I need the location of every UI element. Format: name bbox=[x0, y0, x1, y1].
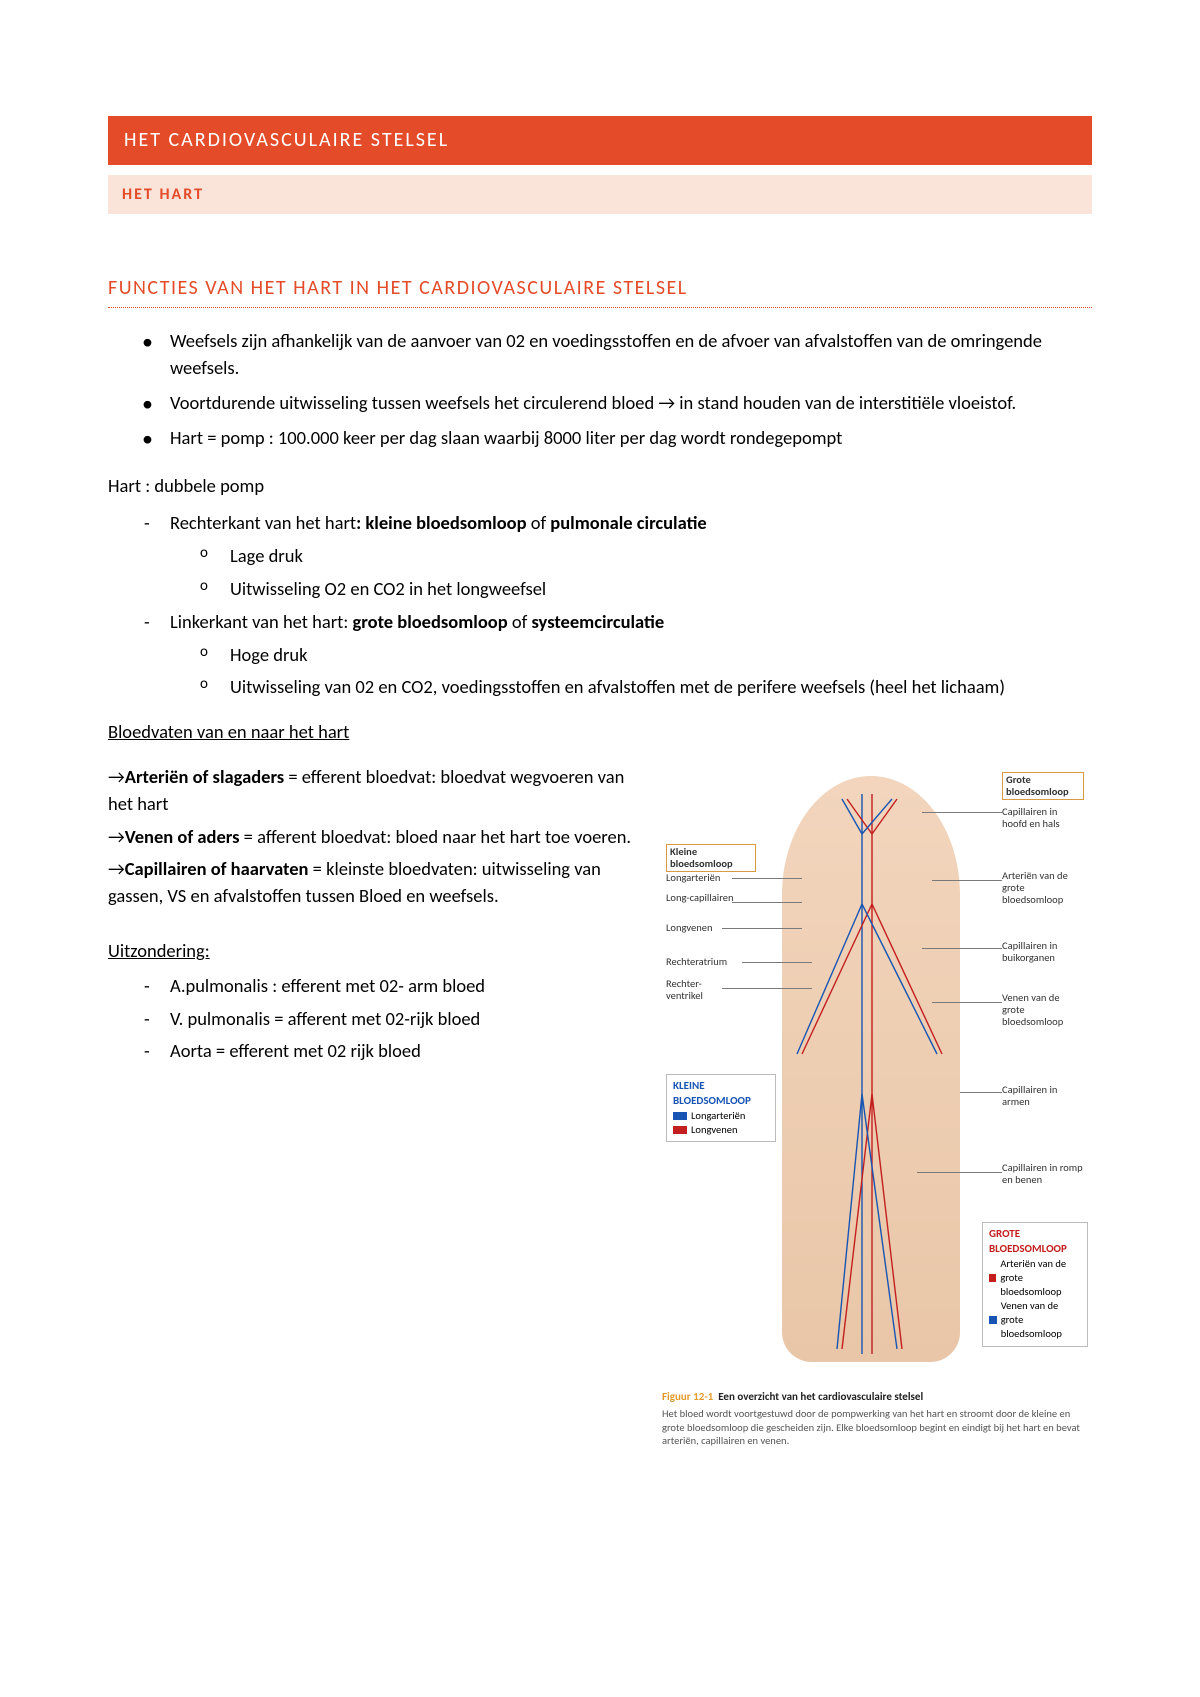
leader-line bbox=[732, 878, 802, 879]
figure-title: Een overzicht van het cardiovasculaire s… bbox=[718, 1390, 923, 1403]
list-item: V. pulmonalis = afferent met 02-rijk blo… bbox=[170, 1006, 642, 1033]
label-arterien-grote: Arteriën van de grote bloedsomloop bbox=[1002, 870, 1084, 906]
page-title: HET CARDIOVASCULAIRE STELSEL bbox=[124, 128, 449, 152]
label-venen-grote: Venen van de grote bloedsomloop bbox=[1002, 992, 1084, 1028]
two-column-region: →Arteriën of slagaders = efferent bloedv… bbox=[108, 764, 1092, 1448]
exception-heading: Uitzondering: bbox=[108, 938, 642, 965]
leader-line bbox=[722, 928, 802, 929]
label-cap-buik: Capillairen in buikorganen bbox=[1002, 940, 1084, 964]
label-rechterventrikel: Rechter-ventrikel bbox=[666, 978, 736, 1002]
leader-line bbox=[732, 902, 802, 903]
leader-line bbox=[960, 1092, 1002, 1093]
label-grote-bloedsomloop: Grote bloedsomloop bbox=[1002, 772, 1084, 800]
figure-number: Figuur 12-1 bbox=[662, 1390, 713, 1403]
swatch-red-icon bbox=[673, 1126, 687, 1134]
bold: Venen of aders bbox=[125, 825, 240, 848]
bold: : kleine bloedsomloop bbox=[356, 511, 526, 534]
legend-label: Longarteriën bbox=[691, 1109, 745, 1123]
legend-row: Longvenen bbox=[673, 1123, 769, 1137]
legend-row: Arteriën van de grote bloedsomloop bbox=[989, 1257, 1081, 1300]
figure-cardiovascular: Grote bloedsomloop Capillairen in hoofd … bbox=[662, 764, 1092, 1448]
swatch-blue-icon bbox=[673, 1112, 687, 1120]
leader-line bbox=[917, 1172, 1002, 1173]
text: of bbox=[508, 610, 532, 633]
bold: pulmonale circulatie bbox=[550, 511, 706, 534]
legend-label: Arteriën van de grote bloedsomloop bbox=[1000, 1257, 1081, 1300]
text: Rechterkant van het hart bbox=[170, 511, 356, 534]
page-subtitle-bar: HET HART bbox=[108, 175, 1092, 214]
page-title-bar: HET CARDIOVASCULAIRE STELSEL bbox=[108, 116, 1092, 165]
figure-image: Grote bloedsomloop Capillairen in hoofd … bbox=[662, 764, 1092, 1382]
swatch-blue-icon bbox=[989, 1316, 997, 1324]
label-kleine-bloedsomloop: Kleine bloedsomloop bbox=[666, 844, 756, 872]
leader-line bbox=[932, 1002, 1002, 1003]
sub-list: Hoge druk Uitwisseling van 02 en CO2, vo… bbox=[170, 642, 1092, 702]
legend-row: Venen van de grote bloedsomloop bbox=[989, 1299, 1081, 1342]
bullet-item: Weefsels zijn afhankelijk van de aanvoer… bbox=[170, 328, 1092, 382]
text: Linkerkant van het hart: bbox=[170, 610, 353, 633]
sub-item: Lage druk bbox=[230, 543, 1092, 570]
pump-list: Rechterkant van het hart: kleine bloedso… bbox=[108, 510, 1092, 701]
arrow-line-2: →Venen of aders = afferent bloedvat: blo… bbox=[108, 824, 642, 851]
label-longarterien: Longarteriën bbox=[666, 872, 720, 884]
label-text: Grote bloedsomloop bbox=[1006, 773, 1069, 798]
leader-line bbox=[932, 880, 1002, 881]
label-text: Kleine bloedsomloop bbox=[670, 845, 733, 870]
label-cap-armen: Capillairen in armen bbox=[1002, 1084, 1084, 1108]
figure-caption: Figuur 12-1 Een overzicht van het cardio… bbox=[662, 1390, 1092, 1403]
bold: grote bloedsomloop bbox=[353, 610, 508, 633]
subhead-text: Bloedvaten van en naar het hart bbox=[108, 720, 349, 743]
sub-item: Uitwisseling van 02 en CO2, voedingsstof… bbox=[230, 674, 1092, 701]
legend-grote: GROTE BLOEDSOMLOOP Arteriën van de grote… bbox=[982, 1222, 1088, 1347]
text: of bbox=[527, 511, 551, 534]
exception-text: Uitzondering: bbox=[108, 939, 210, 962]
label-longvenen: Longvenen bbox=[666, 922, 713, 934]
label-rechteratrium: Rechteratrium bbox=[666, 956, 727, 968]
leader-line bbox=[922, 812, 1002, 813]
body-silhouette bbox=[782, 776, 960, 1362]
page-subtitle: HET HART bbox=[122, 185, 204, 204]
list-item: Rechterkant van het hart: kleine bloedso… bbox=[170, 510, 1092, 602]
section-1-title: FUNCTIES VAN HET HART IN HET CARDIOVASCU… bbox=[108, 274, 1092, 308]
arrow-line-3: →Capillairen of haarvaten = kleinste blo… bbox=[108, 856, 642, 910]
sub-item: Uitwisseling O2 en CO2 in het longweefse… bbox=[230, 576, 1092, 603]
bullet-item: Voortdurende uitwisseling tussen weefsel… bbox=[170, 390, 1092, 417]
list-item: A.pulmonalis : efferent met 02- arm bloe… bbox=[170, 973, 642, 1000]
list-item: Linkerkant van het hart: grote bloedsoml… bbox=[170, 609, 1092, 701]
bold: systeemcirculatie bbox=[531, 610, 664, 633]
leader-line bbox=[722, 988, 812, 989]
figure-text: Het bloed wordt voortgestuwd door de pom… bbox=[662, 1407, 1092, 1448]
bold: Arteriën of slagaders bbox=[125, 765, 284, 788]
label-cap-romp: Capillairen in romp en benen bbox=[1002, 1162, 1084, 1186]
figure-column: Grote bloedsomloop Capillairen in hoofd … bbox=[662, 764, 1092, 1448]
leader-line bbox=[922, 948, 1002, 949]
subhead-bloedvaten: Bloedvaten van en naar het hart bbox=[108, 719, 1092, 746]
arrow-line-1: →Arteriën of slagaders = efferent bloedv… bbox=[108, 764, 642, 818]
left-column: →Arteriën of slagaders = efferent bloedv… bbox=[108, 764, 642, 1083]
swatch-red-icon bbox=[989, 1274, 996, 1282]
para-dubbele-pomp: Hart : dubbele pomp bbox=[108, 473, 1092, 500]
legend-title: GROTE BLOEDSOMLOOP bbox=[989, 1227, 1081, 1257]
legend-title: KLEINE BLOEDSOMLOOP bbox=[673, 1079, 769, 1109]
text: = afferent bloedvat: bloed naar het hart… bbox=[240, 825, 632, 848]
label-longcapillairen: Long-capillairen bbox=[666, 892, 736, 904]
label-cap-hoofd: Capillairen in hoofd en hals bbox=[1002, 806, 1084, 830]
legend-row: Longarteriën bbox=[673, 1109, 769, 1123]
leader-line bbox=[742, 962, 812, 963]
legend-label: Longvenen bbox=[691, 1123, 738, 1137]
bullet-item: Hart = pomp : 100.000 keer per dag slaan… bbox=[170, 425, 1092, 452]
legend-kleine: KLEINE BLOEDSOMLOOP Longarteriën Longven… bbox=[666, 1074, 776, 1142]
sub-list: Lage druk Uitwisseling O2 en CO2 in het … bbox=[170, 543, 1092, 603]
sub-item: Hoge druk bbox=[230, 642, 1092, 669]
list-item: Aorta = efferent met 02 rijk bloed bbox=[170, 1038, 642, 1065]
legend-label: Venen van de grote bloedsomloop bbox=[1001, 1299, 1081, 1342]
bold: Capillairen of haarvaten bbox=[125, 857, 309, 880]
exception-list: A.pulmonalis : efferent met 02- arm bloe… bbox=[108, 973, 642, 1065]
section-1-bullets: Weefsels zijn afhankelijk van de aanvoer… bbox=[108, 328, 1092, 451]
